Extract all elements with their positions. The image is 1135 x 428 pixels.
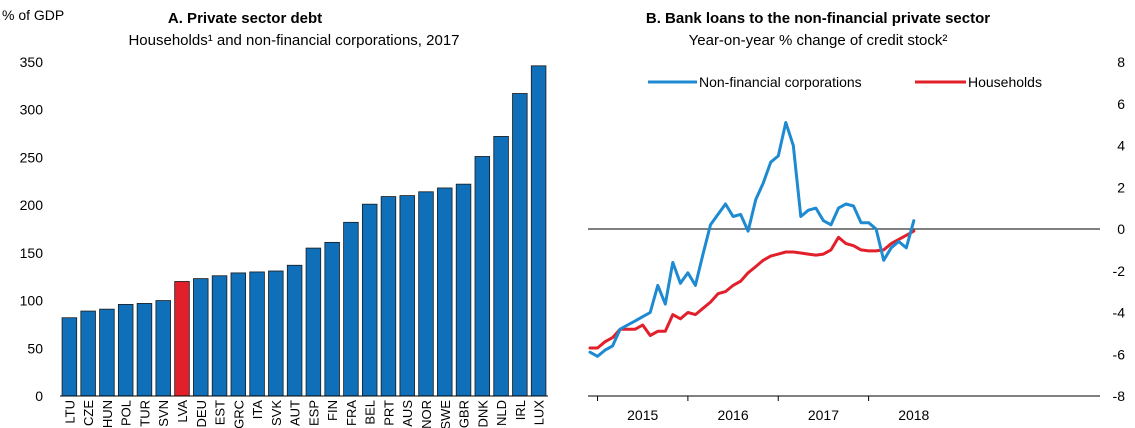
category-label-pol: POL	[119, 400, 134, 426]
category-label-bel: BEL	[363, 400, 378, 425]
category-label-cze: CZE	[81, 400, 96, 426]
bar-fin	[324, 241, 340, 397]
category-label-gbr: GBR	[457, 400, 472, 428]
category-label-swe: SWE	[438, 400, 453, 428]
panel-a-private-sector-debt: A. Private sector debt Households¹ and n…	[2, 7, 548, 428]
panel-a-category-labels: LTU CZE HUN POL TUR SVN LVA DEU EST GRC ITA SVK AUT E…	[62, 400, 546, 428]
panel-a-y-tick-label: 0	[35, 388, 43, 404]
panel-a-y-tick-label: 100	[20, 293, 44, 309]
panel-a-y-tick-label: 300	[20, 102, 44, 118]
panel-b-y-tick-label: -4	[1113, 305, 1126, 321]
panel-b-y-tick-label: 6	[1117, 96, 1125, 112]
panel-a-y-ticks: 0 50 100 150 200 250 300 350	[20, 54, 44, 404]
category-label-svk: SVK	[269, 400, 284, 426]
bar-cze	[80, 310, 96, 397]
legend-label-households: Households	[968, 74, 1042, 90]
bar-est	[211, 275, 228, 397]
legend-label-non-financial-corporations: Non-financial corporations	[699, 74, 862, 90]
bar-svn	[155, 300, 171, 397]
category-label-fin: FIN	[325, 400, 340, 421]
panel-a-y-tick-label: 50	[27, 340, 43, 356]
panel-b-y-tick-label: -2	[1113, 263, 1126, 279]
bar-lva	[174, 281, 190, 397]
panel-a-subtitle: Households¹ and non-financial corporatio…	[128, 32, 459, 49]
panel-b-y-tick-label: 2	[1117, 179, 1125, 195]
bar-deu	[193, 278, 209, 397]
bar-aus	[399, 195, 415, 397]
category-label-aut: AUT	[288, 400, 303, 426]
category-label-prt: PRT	[381, 400, 396, 426]
bar-tur	[136, 303, 153, 397]
bar-dnk	[474, 156, 491, 397]
bar-bel	[361, 203, 378, 397]
category-label-svn: SVN	[156, 400, 171, 427]
category-label-lux: LUX	[532, 400, 547, 426]
bar-esp	[305, 247, 322, 397]
bar-fra	[343, 221, 359, 397]
panel-b-y-ticks: 8 6 4 2 0 -2 -4 -6 -8	[1113, 54, 1126, 404]
bar-grc	[230, 272, 247, 397]
panel-b-y-tick-label: 4	[1117, 138, 1125, 154]
bar-irl	[512, 93, 528, 397]
bar-swe	[437, 187, 453, 397]
category-label-ita: ITA	[250, 400, 265, 420]
bar-gbr	[455, 183, 472, 397]
panel-b-x-tick-label: 2018	[898, 407, 929, 423]
panel-b-y-tick-label: -6	[1113, 346, 1126, 362]
bar-pol	[117, 303, 134, 397]
bar-nor	[418, 191, 434, 397]
bar-lux	[530, 65, 547, 397]
panel-b-y-tick-label: 0	[1117, 221, 1125, 237]
category-label-esp: ESP	[306, 400, 321, 426]
series-line-households	[588, 229, 916, 350]
category-label-nor: NOR	[419, 400, 434, 428]
panel-b-title: B. Bank loans to the non-financial priva…	[646, 10, 990, 27]
panel-a-y-tick-label: 200	[20, 197, 44, 213]
category-label-grc: GRC	[231, 400, 246, 428]
panel-a-bars	[61, 65, 547, 397]
category-label-fra: FRA	[344, 400, 359, 426]
panel-b-x-tick-label: 2017	[808, 407, 839, 423]
bar-aut	[286, 264, 303, 397]
category-label-ltu: LTU	[62, 400, 77, 424]
category-label-nld: NLD	[494, 400, 509, 426]
category-label-dnk: DNK	[475, 400, 490, 428]
panel-a-y-tick-label: 350	[20, 54, 44, 70]
panel-b-y-tick-label: -8	[1113, 388, 1126, 404]
panel-b-subtitle: Year-on-year % change of credit stock²	[689, 32, 948, 49]
category-label-tur: TUR	[137, 400, 152, 427]
panel-b-x-tick-label: 2015	[627, 407, 658, 423]
category-label-lva: LVA	[175, 400, 190, 423]
panel-b-bank-loans: B. Bank loans to the non-financial priva…	[588, 10, 1125, 423]
category-label-hun: HUN	[100, 400, 115, 428]
panel-b-x-tick-label: 2016	[717, 407, 748, 423]
panel-a-y-tick-label: 250	[20, 149, 44, 165]
panel-b-y-tick-label: 8	[1117, 54, 1125, 70]
panel-a-title: A. Private sector debt	[168, 10, 322, 27]
series-line-non-financial-corporations	[588, 121, 916, 358]
bar-ita	[249, 271, 265, 397]
panel-b-x-ticks: 2015 2016 2017 2018	[597, 396, 930, 423]
category-label-aus: AUS	[400, 400, 415, 427]
bar-hun	[99, 308, 115, 397]
category-label-irl: IRL	[513, 400, 528, 420]
panel-b-series-lines	[588, 121, 916, 358]
bar-nld	[493, 136, 509, 397]
panel-a-y-axis-label: % of GDP	[2, 7, 64, 23]
panel-b-legend: Non-financial corporations Households	[648, 74, 1042, 90]
bar-ltu	[61, 317, 78, 397]
panel-a-y-tick-label: 150	[20, 245, 44, 261]
category-label-est: EST	[213, 400, 228, 425]
category-label-deu: DEU	[194, 400, 209, 427]
bar-svk	[268, 270, 284, 397]
bar-prt	[380, 196, 397, 397]
